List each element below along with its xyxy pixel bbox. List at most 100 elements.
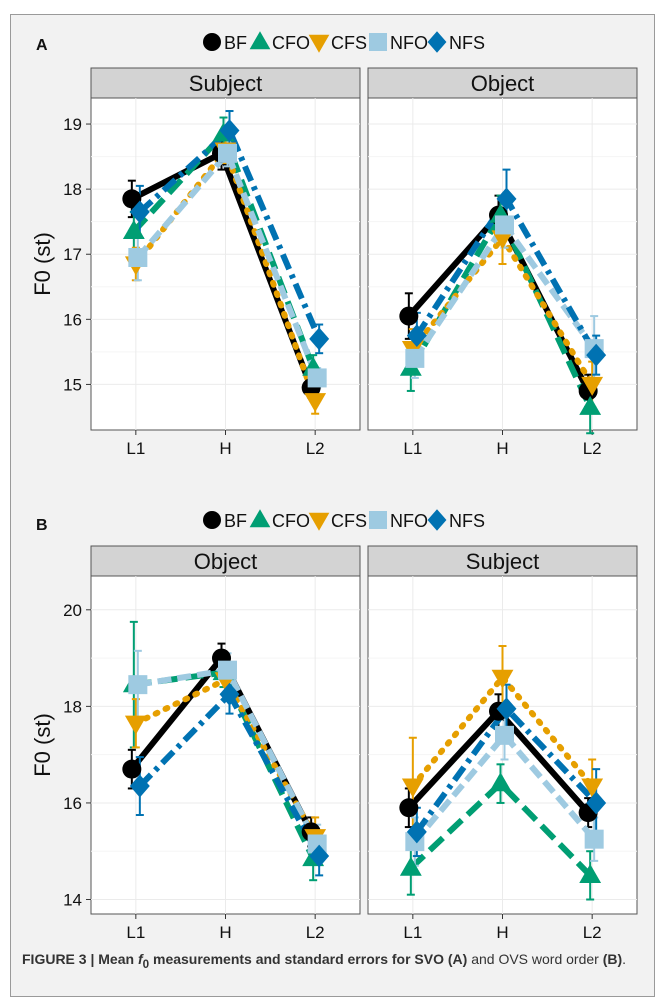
point-nfs xyxy=(406,820,427,844)
point-nfs xyxy=(129,774,150,798)
legend-key-bf xyxy=(203,33,221,51)
point-cfo xyxy=(399,856,422,876)
point-nfs xyxy=(496,697,517,721)
legend-label-nfs: NFS xyxy=(449,33,485,53)
caption-tail-tag: (B) xyxy=(602,951,623,967)
legend-key-cfs xyxy=(308,512,330,531)
x-tick-label: L1 xyxy=(403,923,422,942)
series-line xyxy=(135,150,320,380)
point-cfs xyxy=(581,376,604,396)
y-tick-label: 17 xyxy=(63,245,82,264)
y-axis-title: F0 (st) xyxy=(30,232,55,296)
x-tick-label: H xyxy=(219,439,231,458)
caption-lead-tag: (A) xyxy=(447,951,468,967)
point-nfo xyxy=(495,215,514,235)
y-tick-label: 16 xyxy=(63,794,82,813)
point-nfs xyxy=(129,200,150,224)
point-nfo xyxy=(128,675,148,695)
point-cfo xyxy=(579,863,602,883)
x-tick-label: L1 xyxy=(126,923,145,942)
legend-label-bf: BF xyxy=(224,511,247,531)
legend-label-cfs: CFS xyxy=(331,33,367,53)
series-line xyxy=(408,780,593,878)
y-tick-label: 16 xyxy=(63,310,82,329)
x-tick-label: H xyxy=(219,923,231,942)
caption-symbol-subscript: 0 xyxy=(142,957,150,971)
panel-label: B xyxy=(36,517,48,534)
point-cfo xyxy=(122,220,145,240)
legend-key-nfo xyxy=(369,511,387,529)
point-nfo xyxy=(218,660,237,680)
y-tick-label: 14 xyxy=(63,891,82,910)
point-cfs xyxy=(124,715,147,735)
caption-end: . xyxy=(622,951,627,967)
y-tick-label: 18 xyxy=(63,697,82,716)
facet-object: Object L1 H L2 xyxy=(367,67,638,458)
caption-lead-before: Mean xyxy=(98,951,138,967)
legend-key-cfs xyxy=(308,34,330,53)
point-nfs xyxy=(496,187,517,211)
point-nfo xyxy=(584,829,604,849)
legend-label-nfs: NFS xyxy=(449,511,485,531)
point-nfo xyxy=(405,348,425,368)
point-cfs xyxy=(491,230,514,250)
point-nfs xyxy=(586,791,607,815)
legend-label-cfo: CFO xyxy=(272,33,310,53)
caption-symbol: f xyxy=(137,951,143,967)
legend-key-cfo xyxy=(249,509,271,528)
legend: BF CFO CFS NFO NFS xyxy=(203,31,485,53)
point-nfs xyxy=(406,324,427,348)
legend-key-nfo xyxy=(369,33,387,51)
series-line xyxy=(412,732,597,844)
legend: BF CFO CFS NFO NFS xyxy=(203,509,485,531)
x-tick-label: L2 xyxy=(306,439,325,458)
point-bf xyxy=(399,306,419,326)
facet-strip xyxy=(90,545,361,577)
figure-plot: A BF CFO CFS NFO NFS F0 (st) Subject 15 16 17 18 19 L… xyxy=(30,31,638,942)
y-tick-label: 19 xyxy=(63,115,82,134)
facet-title: Subject xyxy=(189,71,262,96)
facet-object: Object 14 16 18 20 L1 H L2 xyxy=(63,545,361,942)
legend-label-cfo: CFO xyxy=(272,511,310,531)
facet-title: Subject xyxy=(466,549,539,574)
y-tick-label: 18 xyxy=(63,180,82,199)
facet-title: Object xyxy=(194,549,258,574)
legend-key-cfo xyxy=(249,31,271,50)
x-tick-label: L1 xyxy=(403,439,422,458)
panel-a: A BF CFO CFS NFO NFS F0 (st) Subject 15 16 17 18 19 L… xyxy=(30,31,638,458)
legend-label-cfs: CFS xyxy=(331,511,367,531)
legend-key-nfs xyxy=(427,509,447,531)
caption-mid: and OVS word order xyxy=(467,951,603,967)
point-nfs xyxy=(219,682,240,706)
x-tick-label: L1 xyxy=(126,439,145,458)
point-nfs xyxy=(309,844,330,868)
caption-lead-after: measurements and standard errors for SVO xyxy=(149,951,444,967)
point-nfs xyxy=(586,343,607,367)
point-cfs xyxy=(304,393,327,413)
panel-label: A xyxy=(36,37,48,54)
figure-caption: FIGURE 3 | Mean f0 measurements and stan… xyxy=(22,948,642,976)
point-nfs xyxy=(219,119,240,142)
x-tick-label: L2 xyxy=(306,923,325,942)
x-tick-label: H xyxy=(496,923,508,942)
caption-figure-label: FIGURE 3 | xyxy=(22,951,95,967)
point-bf xyxy=(122,759,142,779)
legend-label-nfo: NFO xyxy=(390,33,428,53)
point-nfo xyxy=(495,725,514,745)
point-cfs xyxy=(401,778,424,798)
legend-label-nfo: NFO xyxy=(390,511,428,531)
facet-subject: Subject L1 H L2 xyxy=(367,545,638,942)
facet-strip xyxy=(367,67,638,99)
point-nfo xyxy=(128,247,148,267)
x-tick-label: H xyxy=(496,439,508,458)
legend-key-bf xyxy=(203,511,221,529)
y-tick-label: 15 xyxy=(63,375,82,394)
point-cfs xyxy=(581,778,604,798)
point-nfo xyxy=(307,368,327,388)
facet-strip xyxy=(90,67,361,99)
panel-b: B BF CFO CFS NFO NFS F0 (st) Object 14 16 18 20 L1 H L… xyxy=(30,509,638,942)
facet-title: Object xyxy=(471,71,535,96)
point-bf xyxy=(122,189,142,209)
point-nfs xyxy=(309,327,330,351)
x-tick-label: L2 xyxy=(583,923,602,942)
